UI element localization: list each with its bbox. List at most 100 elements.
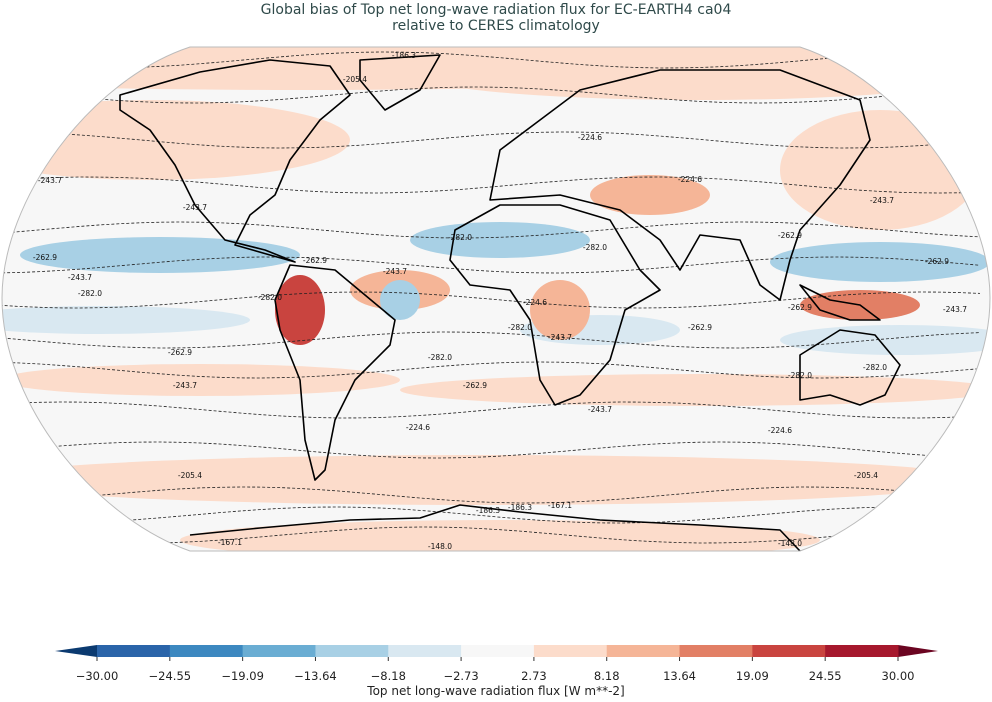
colorbar-under-arrow	[55, 645, 97, 657]
colorbar-bin	[388, 645, 462, 657]
contour-line	[2, 256, 981, 274]
colorbar-label: Top net long-wave radiation flux [W m**-…	[367, 684, 625, 698]
bias-patch	[275, 275, 325, 345]
colorbar-bin	[315, 645, 389, 657]
bias-patch	[20, 237, 300, 273]
contour-line	[2, 526, 981, 544]
colorbar-bin	[752, 645, 826, 657]
contour-label: -224.6	[768, 426, 792, 435]
contour-label: -262.9	[33, 253, 57, 262]
coast-australia	[799, 329, 901, 406]
contour-label: -282.0	[788, 371, 812, 380]
coast-maritime-asia	[799, 284, 881, 321]
contour-label: -282.0	[448, 233, 472, 242]
coast-south-america	[274, 264, 396, 481]
contour-label: -243.7	[383, 267, 407, 276]
map-frame	[1, 46, 991, 552]
bias-patch	[530, 280, 590, 340]
contour-label: -167.1	[218, 538, 242, 547]
contour-label: -282.0	[258, 293, 282, 302]
colorbar-bin	[825, 645, 899, 657]
bias-patch	[780, 325, 990, 355]
colorbar-tick-label: −30.00	[76, 669, 119, 683]
coast-eurasia	[489, 69, 871, 301]
colorbar-tick-label: 8.18	[594, 669, 620, 683]
contour-line	[2, 506, 981, 524]
colorbar-bin	[242, 645, 316, 657]
contour-label: -205.4	[178, 471, 202, 480]
colorbar-bin	[533, 645, 608, 657]
contour-label: -243.7	[588, 405, 612, 414]
contour-label: -224.6	[678, 175, 702, 184]
contour-label: -282.0	[508, 323, 532, 332]
contour-line	[2, 176, 981, 194]
bias-patch	[2, 306, 250, 334]
contour-label: -148.0	[778, 539, 802, 548]
coast-north-america	[119, 59, 351, 263]
contour-label: -282.0	[428, 353, 452, 362]
contour-label: -262.9	[303, 256, 327, 265]
contour-line	[2, 361, 981, 379]
contour-label: -243.7	[38, 176, 62, 185]
contour-label: -282.0	[78, 289, 102, 298]
colorbar-tick-label: 30.00	[882, 669, 915, 683]
colorbar-tick-label: 13.64	[663, 669, 696, 683]
contour-label: -224.6	[578, 133, 602, 142]
contour-label: -243.7	[870, 196, 894, 205]
bias-patch	[2, 455, 980, 505]
contour-line	[2, 331, 981, 349]
colorbar-tick-label: −13.64	[294, 669, 337, 683]
colorbar-tick-label: −2.73	[443, 669, 478, 683]
contour-label: -262.9	[925, 257, 949, 266]
figure-title-line1: Global bias of Top net long-wave radiati…	[260, 2, 732, 18]
colorbar-over-arrow	[898, 645, 938, 657]
contour-label: -186.3	[508, 503, 532, 512]
colorbar-tick-label: 2.73	[521, 669, 547, 683]
bias-map: -186.3 -205.4 -224.6 -243.7 -243.7 -224.6 -243…	[1, 46, 991, 552]
contour-label: -262.9	[788, 303, 812, 312]
coast-greenland	[359, 54, 441, 111]
contour-label: -224.6	[406, 423, 430, 432]
colorbar-bin	[169, 645, 244, 657]
contour-lines	[2, 51, 981, 544]
contour-label: -224.6	[523, 298, 547, 307]
coast-africa	[449, 204, 661, 406]
colorbar-tick-label: 24.55	[809, 669, 842, 683]
contour-label: -262.9	[688, 323, 712, 332]
contour-label: -282.0	[583, 243, 607, 252]
contour-line	[2, 221, 981, 239]
colorbar-bin	[679, 645, 753, 657]
colorbar-tick-label: 19.09	[736, 669, 769, 683]
colorbar-tick-label: −8.18	[371, 669, 406, 683]
contour-line	[2, 291, 981, 309]
colorbar-bin	[461, 645, 535, 657]
bias-patch	[770, 242, 990, 282]
coastlines	[119, 54, 901, 551]
figure-title-line2: relative to CERES climatology	[392, 18, 600, 34]
bias-patch	[380, 280, 420, 320]
contour-line	[2, 401, 981, 419]
colorbar-bin	[606, 645, 681, 657]
contour-line	[2, 131, 981, 149]
contour-label: -186.3	[392, 51, 416, 60]
colorbar-bin	[97, 645, 171, 657]
contour-line	[2, 441, 981, 459]
contour-label: -148.0	[428, 542, 452, 551]
contour-label: -243.7	[173, 381, 197, 390]
contour-label: -205.4	[343, 75, 367, 84]
contour-label: -205.4	[854, 471, 878, 480]
contour-label: -262.9	[463, 381, 487, 390]
contour-label: -243.7	[548, 333, 572, 342]
contour-label: -262.9	[168, 348, 192, 357]
contour-line	[2, 486, 981, 504]
colorbar-tick-label: −24.55	[149, 669, 192, 683]
contour-line	[2, 86, 981, 104]
contour-label: -262.9	[778, 231, 802, 240]
contour-label: -282.0	[863, 363, 887, 372]
bias-patch	[590, 175, 710, 215]
contour-labels: -186.3 -205.4 -224.6 -243.7 -243.7 -224.6 -243…	[33, 51, 967, 551]
contour-label: -243.7	[183, 203, 207, 212]
contour-label: -243.7	[68, 273, 92, 282]
contour-label: -186.3	[476, 506, 500, 515]
